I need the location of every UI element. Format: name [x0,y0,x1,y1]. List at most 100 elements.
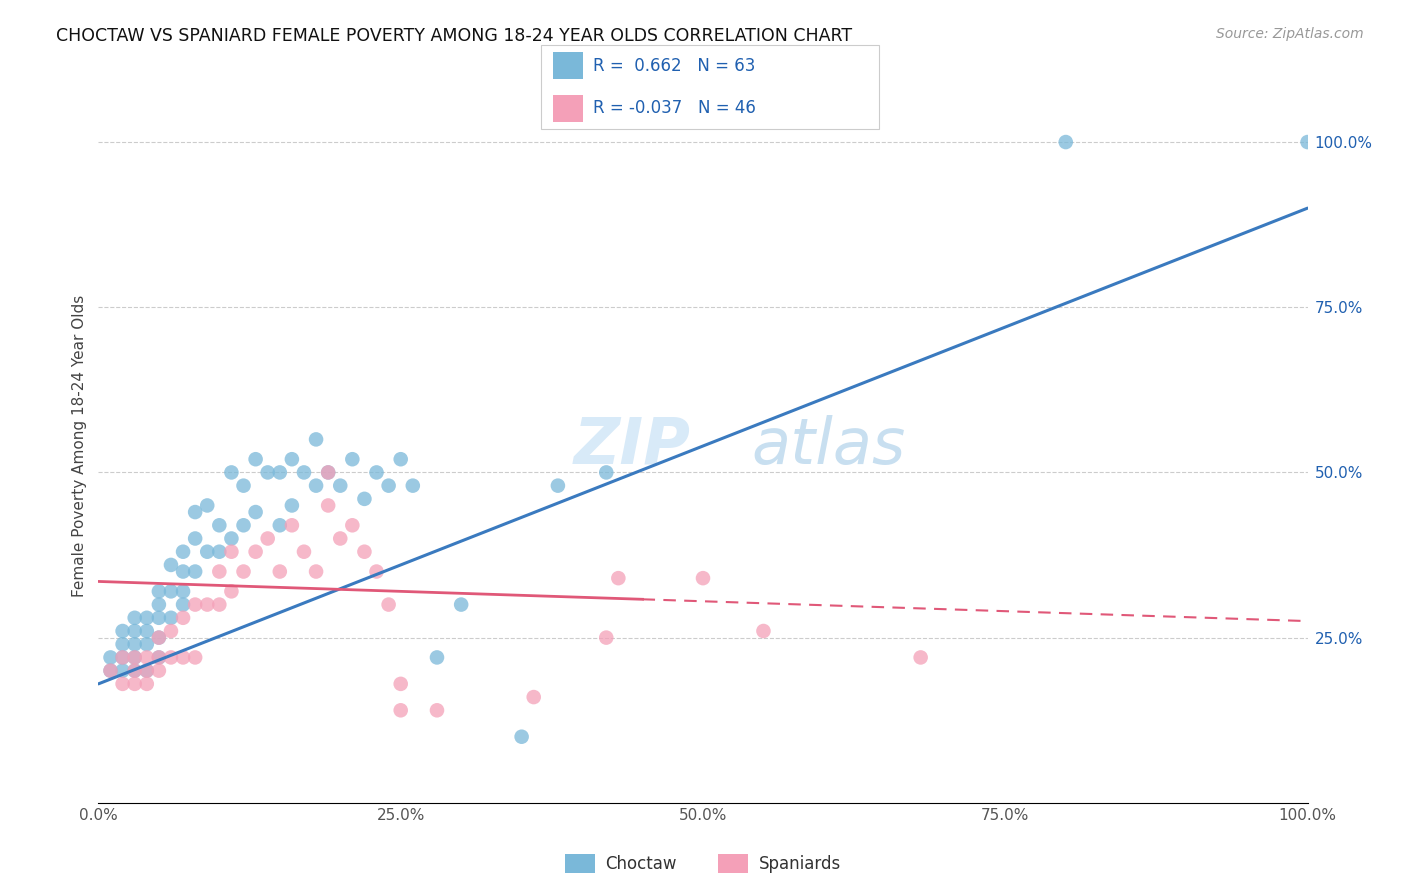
Point [124,664,146,678]
Point [389,677,412,691]
Point [547,478,569,492]
Point [329,532,352,546]
Point [752,624,775,638]
Point [184,598,207,612]
Point [135,637,157,651]
Point [148,650,170,665]
Point [184,505,207,519]
Point [377,598,399,612]
Point [124,677,146,691]
Point [1296,135,1319,149]
Point [124,650,146,665]
Point [208,598,231,612]
Point [316,499,339,513]
Point [292,466,315,480]
Point [281,452,304,467]
Point [135,677,157,691]
Point [692,571,714,585]
Point [148,631,170,645]
Point [124,624,146,638]
Point [389,703,412,717]
Point [160,584,183,599]
Point [124,637,146,651]
Point [232,478,254,492]
Point [124,650,146,665]
Point [281,499,304,513]
Point [124,611,146,625]
Point [148,650,170,665]
Point [172,584,194,599]
Point [426,650,449,665]
Point [426,703,449,717]
Point [135,664,157,678]
Text: ZIP: ZIP [574,415,690,477]
Point [353,545,375,559]
Point [450,598,472,612]
Point [148,611,170,625]
Point [595,466,617,480]
Point [523,690,546,704]
Text: R =  0.662   N = 63: R = 0.662 N = 63 [593,57,755,75]
Point [172,598,194,612]
Point [148,631,170,645]
Point [510,730,533,744]
Point [124,664,146,678]
Point [366,466,388,480]
Point [100,664,122,678]
Text: atlas: atlas [751,415,905,477]
Point [195,545,218,559]
Point [160,624,183,638]
Point [135,624,157,638]
Point [111,650,134,665]
Text: CHOCTAW VS SPANIARD FEMALE POVERTY AMONG 18-24 YEAR OLDS CORRELATION CHART: CHOCTAW VS SPANIARD FEMALE POVERTY AMONG… [56,27,852,45]
Point [195,598,218,612]
Point [329,478,352,492]
Point [208,518,231,533]
Point [100,664,122,678]
Point [245,545,267,559]
Point [292,545,315,559]
Point [221,584,243,599]
Point [256,466,278,480]
Point [221,466,243,480]
Point [135,664,157,678]
Point [160,611,183,625]
Point [389,452,412,467]
Point [221,532,243,546]
Point [184,532,207,546]
Point [232,565,254,579]
Point [595,631,617,645]
Point [221,545,243,559]
Point [607,571,630,585]
Point [208,545,231,559]
Point [100,650,122,665]
Point [269,518,291,533]
Point [305,478,328,492]
Point [148,598,170,612]
Point [232,518,254,533]
Point [305,565,328,579]
Point [269,565,291,579]
Point [148,584,170,599]
Point [148,664,170,678]
Point [305,433,328,447]
Point [172,611,194,625]
Point [256,532,278,546]
Point [111,624,134,638]
Point [135,611,157,625]
Legend: Choctaw, Spaniards: Choctaw, Spaniards [558,847,848,880]
Point [245,452,267,467]
Point [269,466,291,480]
Point [135,650,157,665]
Point [195,499,218,513]
Point [111,677,134,691]
Point [377,478,399,492]
Point [366,565,388,579]
Point [111,637,134,651]
Point [160,558,183,572]
Point [111,664,134,678]
Y-axis label: Female Poverty Among 18-24 Year Olds: Female Poverty Among 18-24 Year Olds [72,295,87,597]
Point [342,452,364,467]
Point [353,491,375,506]
Point [111,650,134,665]
